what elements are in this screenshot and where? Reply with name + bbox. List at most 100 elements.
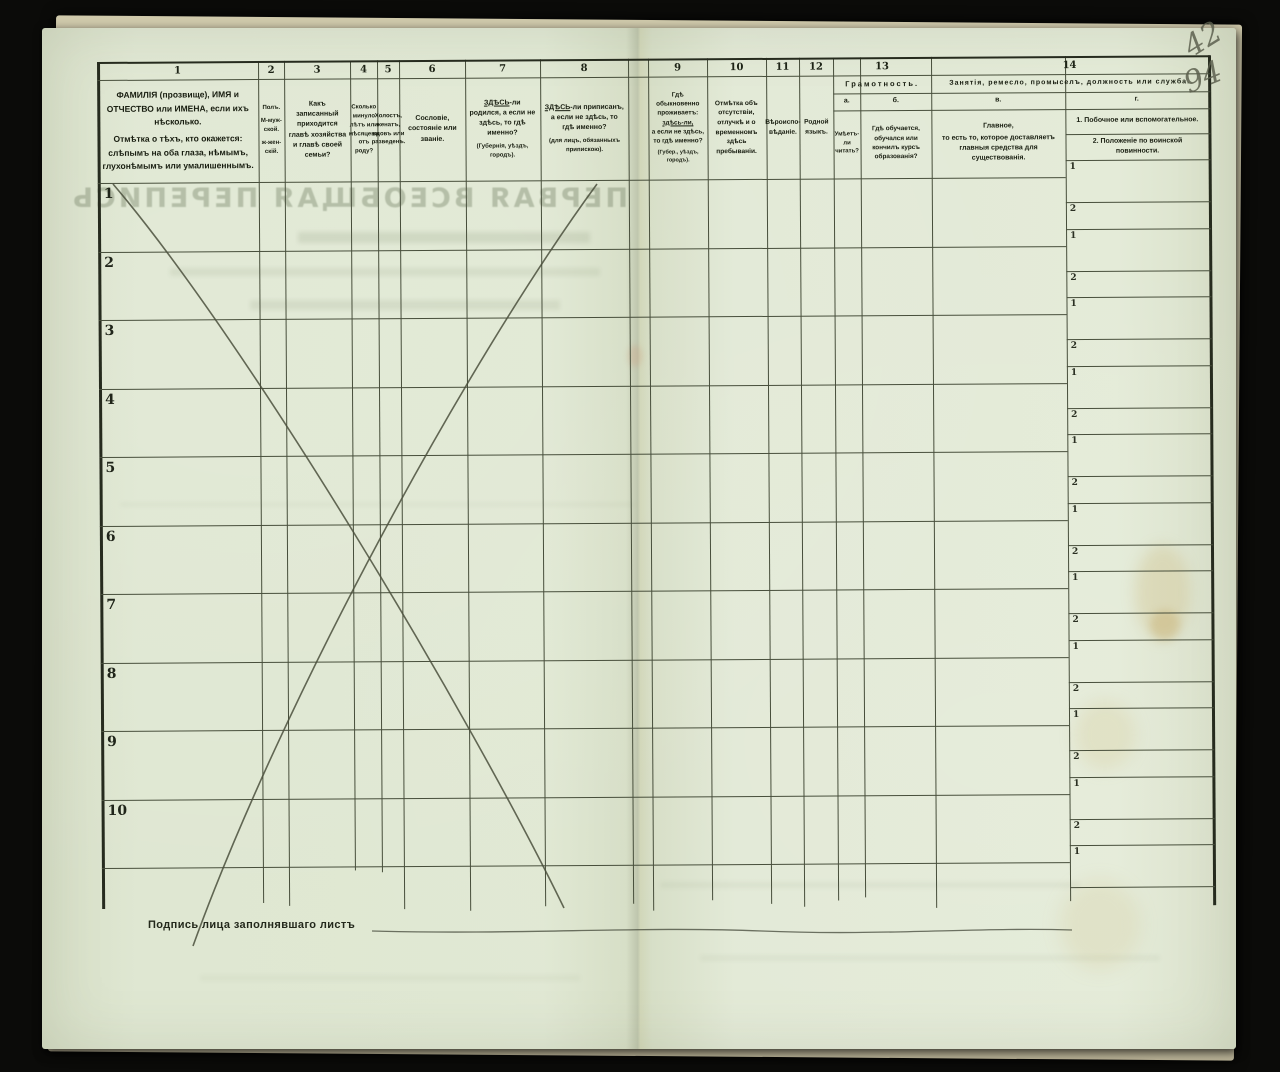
- header-col5-text: Холостъ, женатъ, вдовъ или разведенъ.: [371, 113, 406, 146]
- header-col13a-text: Умѣетъ-ли читать?: [834, 131, 860, 155]
- grid-line-h: [101, 862, 1070, 869]
- subrow-label-1: 1: [1072, 641, 1079, 652]
- header-col6: Сословіе, состояніе или званіе.: [401, 79, 464, 180]
- column-number-11: 11: [775, 61, 790, 73]
- grid-line-h: [1070, 886, 1216, 888]
- header-col9: Гдѣ обыкновенно проживаетъ: здѣсь-ли, а …: [649, 77, 707, 178]
- header-col13a: Умѣетъ-ли читать?: [834, 110, 860, 176]
- subrow-label-2: 2: [1070, 272, 1077, 283]
- grid-line-h: [1066, 269, 1212, 272]
- header-col9-note: (Губер., уѣздъ, городъ).: [657, 149, 699, 164]
- grid-line-h: [1069, 749, 1215, 751]
- header-col8-note: (для лицъ, обязанныхъ припискою).: [548, 137, 620, 153]
- header-col14g-item2: 2. Положеніе по воинской повинности.: [1068, 133, 1206, 160]
- bleedthrough-line: [700, 955, 1160, 961]
- header-col3: Какъ записанный приходится главѣ хозяйст…: [285, 79, 350, 180]
- grid-line-v: [832, 57, 840, 901]
- grid-line-h: [99, 451, 1068, 458]
- header-col14g-item1-text: 1. Побочное или вспомогательное.: [1076, 116, 1199, 125]
- header-col3-text: Какъ записанный приходится главѣ хозяйст…: [288, 100, 347, 159]
- grid-line-h: [1068, 680, 1214, 683]
- header-col14v: Главное, то есть то, которое доставляетъ…: [935, 109, 1061, 176]
- grid-line-h: [1068, 638, 1214, 641]
- row-number-1: 1: [103, 185, 114, 202]
- header-col2-male: М-муж-ской.: [260, 117, 282, 133]
- grid-line-h: [1067, 433, 1213, 436]
- census-table: 1 2 3 4 5 6 7 8 9 10 11 12 13 14 ФАМИЛІЯ (прозвище), …: [97, 55, 1216, 918]
- header-col9-lead: здѣсь-ли,: [662, 118, 694, 127]
- subrow-label-2: 2: [1071, 546, 1079, 557]
- grid-line-v: [706, 58, 714, 901]
- grid-line-h: [1066, 364, 1212, 367]
- header-col13b: Гдѣ обучается, обучался или кончилъ курс…: [862, 110, 929, 176]
- column-number-1: 1: [174, 65, 182, 77]
- header-group13-title: Грамотность.: [833, 75, 931, 94]
- row-number-4: 4: [105, 391, 115, 408]
- header-col8: ЗДѢСЬ-ли приписанъ, а если не здѣсь, то …: [542, 78, 627, 180]
- subrow-label-2: 2: [1073, 752, 1080, 763]
- grid-line-h: [1068, 612, 1214, 614]
- row-number-6: 6: [105, 528, 116, 545]
- header-col9-text1: Гдѣ обыкновенно проживаетъ:: [656, 91, 700, 117]
- grid-line-h: [98, 314, 1067, 321]
- grid-line-h: [1069, 775, 1215, 778]
- grid-line-v: [798, 57, 806, 907]
- subrow-label-1: 1: [1069, 162, 1076, 173]
- row-number-7: 7: [106, 596, 117, 613]
- column-number-14: 14: [1062, 60, 1077, 72]
- grid-line-h: [1067, 543, 1213, 546]
- header-col14g-item1: 1. Побочное или вспомогательное.: [1068, 108, 1206, 134]
- grid-line-h: [1069, 844, 1215, 847]
- header-col11: Вѣроиспо-вѣданіе.: [765, 77, 800, 178]
- header-col13b-text: Гдѣ обучается, обучался или кончилъ курс…: [871, 125, 920, 161]
- header-col13a-label: а.: [833, 93, 860, 110]
- subrow-label-2: 2: [1073, 820, 1080, 831]
- subrow-label-2: 2: [1070, 341, 1078, 352]
- header-col13b-label: б.: [860, 93, 931, 110]
- header-col6-text: Сословіе, состояніе или званіе.: [408, 115, 457, 143]
- column-number-5: 5: [384, 64, 392, 76]
- subrow-label-1: 1: [1070, 230, 1077, 241]
- header-col7-lead: ЗДѢСЬ: [483, 98, 510, 107]
- grid-line-h: [1067, 406, 1213, 409]
- subrow-label-1: 1: [1070, 299, 1077, 310]
- grid-line-h: [1067, 475, 1213, 477]
- row-number-5: 5: [105, 459, 116, 476]
- column-number-10: 10: [729, 62, 744, 74]
- header-col7-note: (Губернія, уѣздъ, городъ).: [476, 143, 529, 159]
- subrow-label-2: 2: [1071, 478, 1078, 489]
- subrow-label-1: 1: [1072, 710, 1080, 721]
- header-col2: Полъ. М-муж-ской. ж-жен-скій.: [258, 80, 285, 181]
- subrow-label-1: 1: [1073, 847, 1081, 858]
- header-col14g-item2-text: 2. Положеніе по воинской повинности.: [1092, 137, 1183, 155]
- grid-line-h: [1068, 570, 1214, 573]
- subrow-label-2: 2: [1071, 409, 1078, 420]
- column-number-6: 6: [428, 63, 436, 75]
- grid-line-h: [1067, 501, 1213, 504]
- grid-line-h: [1065, 201, 1211, 203]
- column-number-2: 2: [267, 64, 275, 76]
- grid-line-v: [627, 58, 635, 904]
- grid-line-h: [99, 519, 1068, 527]
- subrow-label-1: 1: [1070, 367, 1078, 378]
- column-number-12: 12: [809, 61, 824, 73]
- header-col2-sex: Полъ.: [262, 104, 281, 111]
- grid-line-v: [539, 59, 547, 907]
- header-col8-text: ЗДѢСЬ-ли приписанъ, а если не здѣсь, то …: [544, 102, 624, 133]
- bleedthrough-line: [200, 975, 580, 981]
- header-col12: Родной языкъ.: [800, 77, 833, 178]
- column-number-7: 7: [499, 63, 507, 75]
- grid-line-v: [257, 61, 265, 904]
- grid-line-v: [1064, 56, 1072, 902]
- grid-line-h: [101, 793, 1070, 801]
- subrow-label-1: 1: [1071, 504, 1079, 515]
- header-col8-lead: ЗДѢСЬ: [544, 103, 571, 111]
- grid-line-v: [283, 60, 291, 906]
- grid-line-h: [1066, 227, 1212, 230]
- header-col9-text2: а если не здѣсь, то гдѣ именно?: [651, 128, 705, 145]
- header-col2-female: ж-жен-скій.: [261, 139, 282, 155]
- bleedthrough-line: [660, 882, 1080, 888]
- subrow-label-1: 1: [1073, 778, 1080, 789]
- grid-line-h: [100, 588, 1069, 595]
